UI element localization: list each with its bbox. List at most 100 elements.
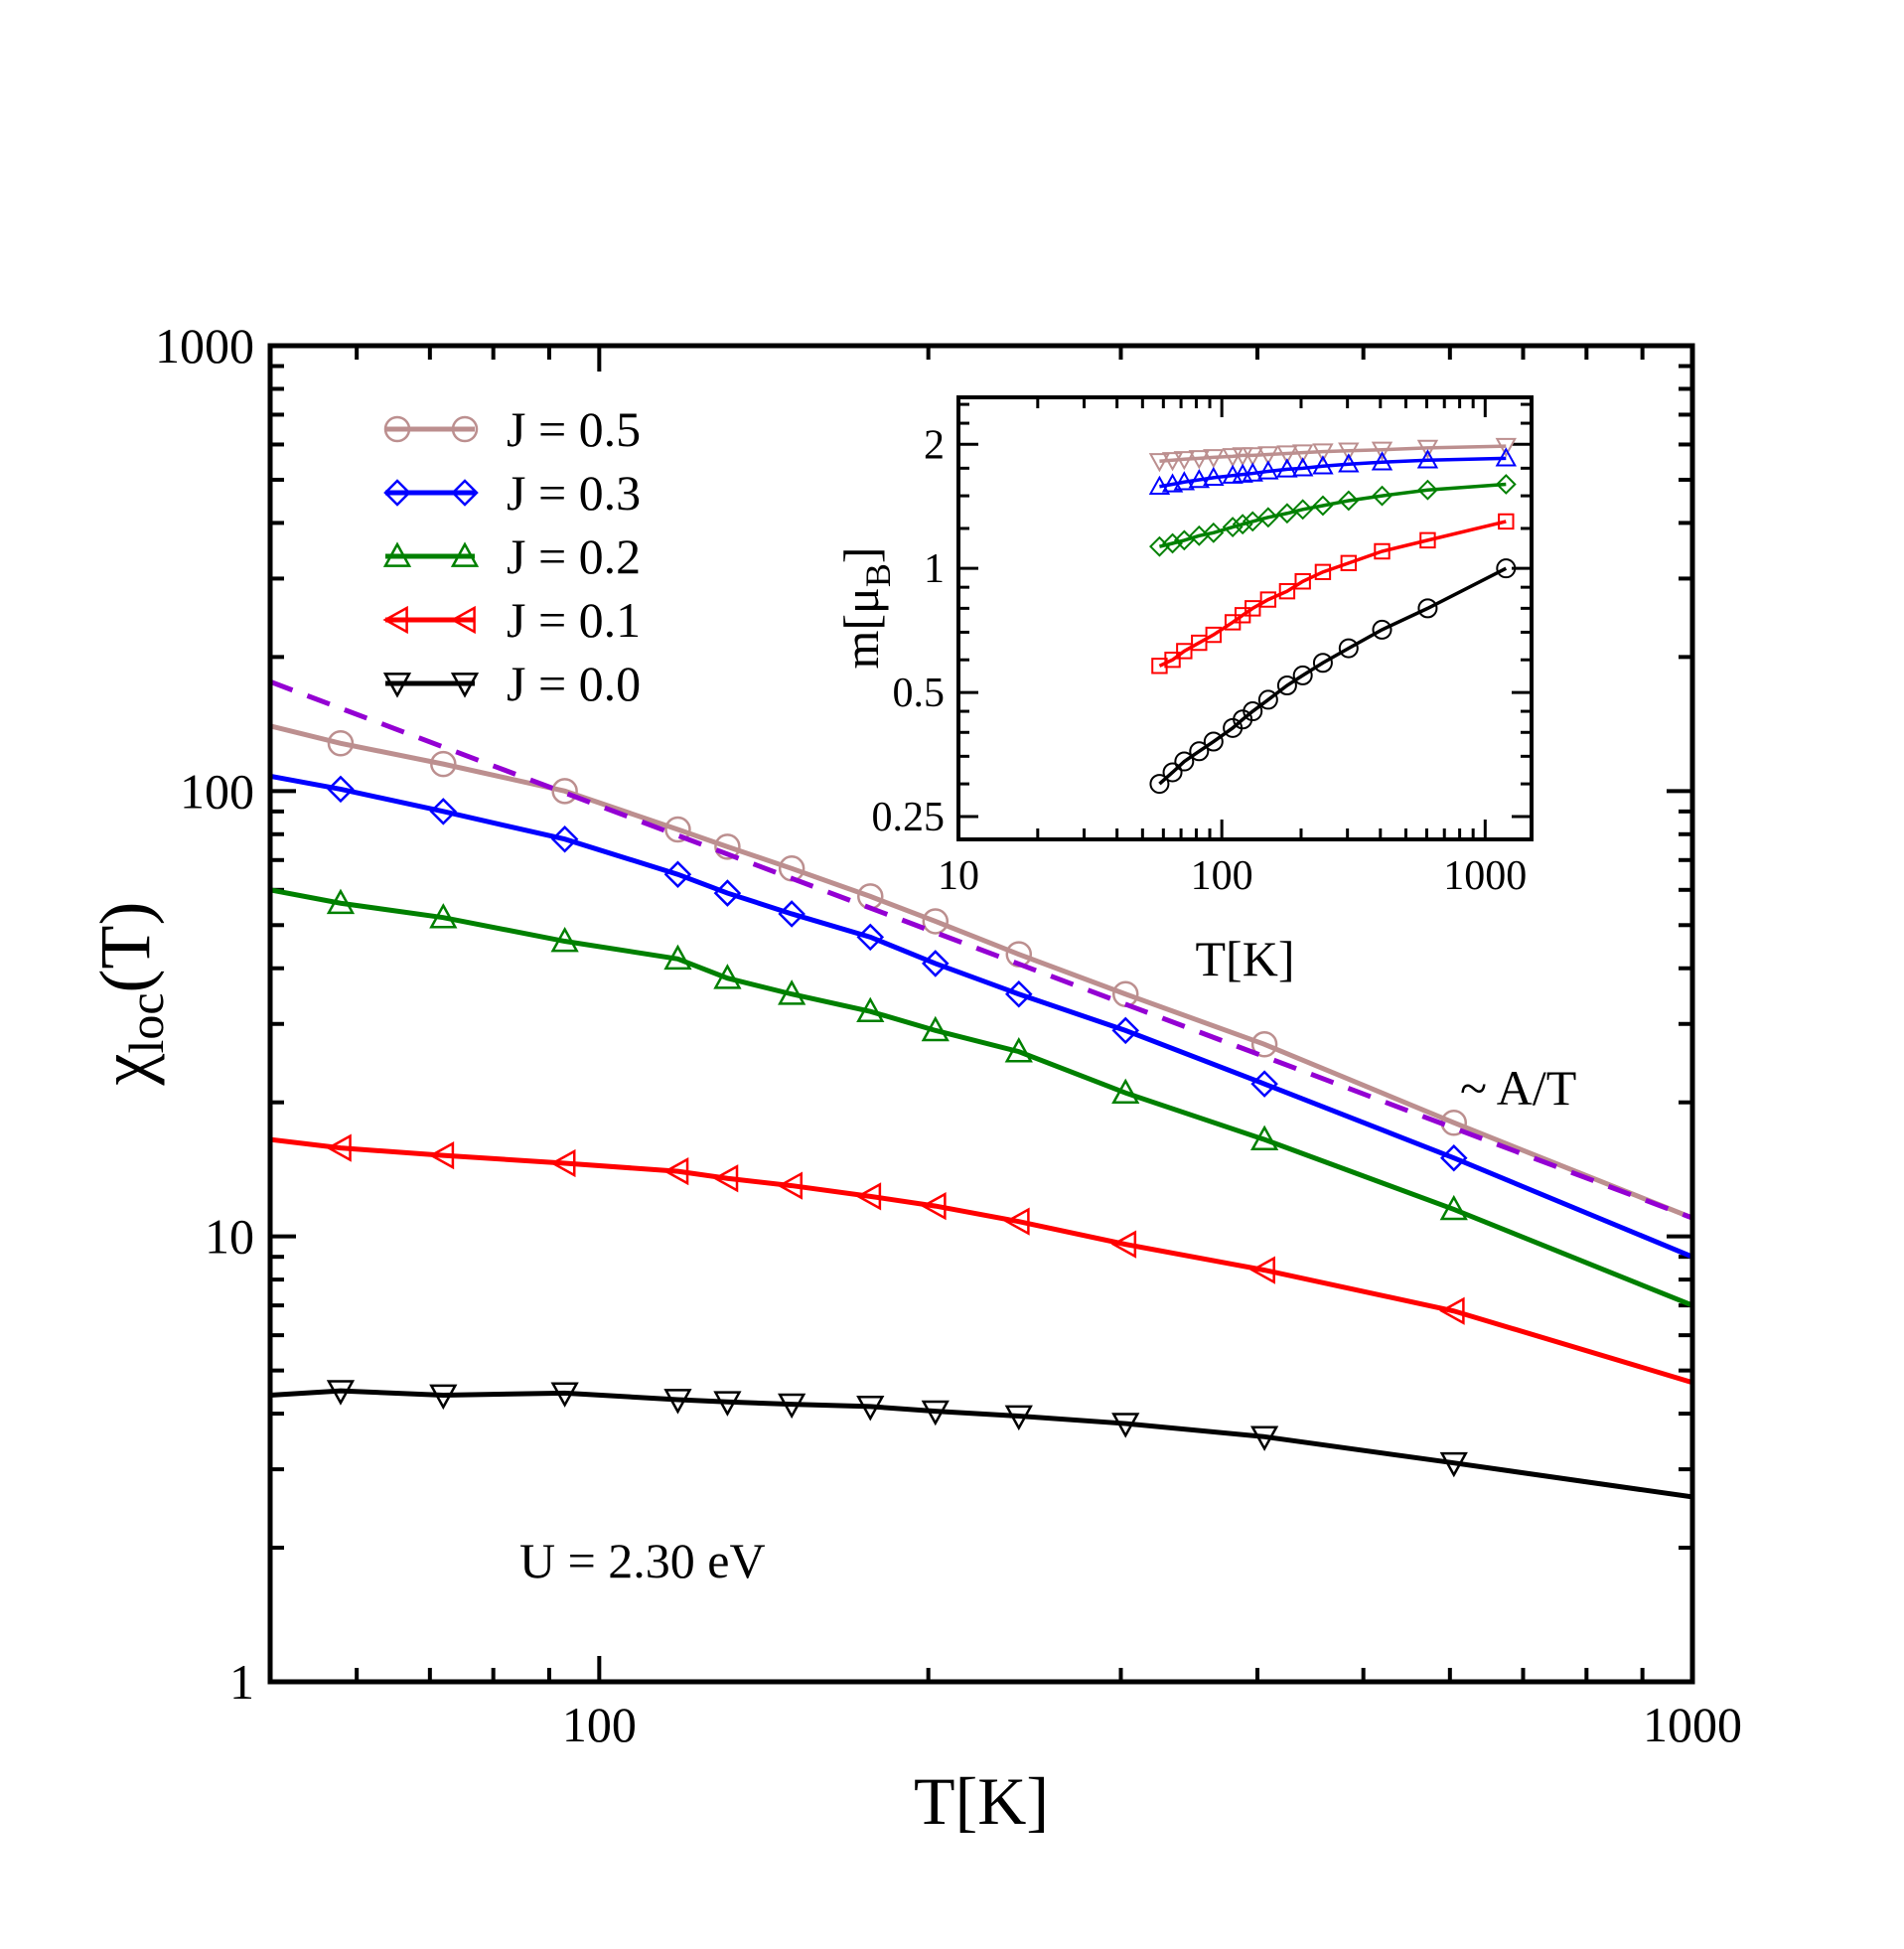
data-point-j-0-2 <box>1111 1078 1140 1105</box>
data-point-j-0-0 <box>1004 1405 1033 1431</box>
data-point-j-0-1 <box>921 1191 947 1221</box>
inset-data-point-j-0-5 <box>1291 444 1314 464</box>
inset-data-point-j-0-3 <box>1291 457 1314 477</box>
inset-data-point-j-0-2 <box>1242 511 1263 532</box>
data-point-j-0-1 <box>712 1164 739 1193</box>
data-point-j-0-3 <box>663 860 692 888</box>
inset-data-point-j-0-0 <box>1372 619 1392 640</box>
y-axis-label-tail: (T) <box>85 902 165 993</box>
data-point-j-0-0 <box>1111 1413 1140 1438</box>
inset-y-tick-label: 2 <box>924 422 945 468</box>
data-point-j-0-0 <box>778 1393 806 1420</box>
data-point-j-0-5 <box>430 750 457 778</box>
inset-data-point-j-0-0 <box>1149 774 1170 795</box>
x-tick-label: 1000 <box>1643 1697 1742 1752</box>
legend-marker-j-0-3 <box>383 479 411 507</box>
legend-marker-j-0-3 <box>451 479 479 507</box>
inset-data-point-j-0-1 <box>1164 652 1181 669</box>
inset-data-point-j-0-2 <box>1417 479 1438 501</box>
inset-data-point-j-0-1 <box>1191 634 1208 652</box>
inset-data-point-j-0-5 <box>1312 443 1334 463</box>
data-point-j-0-0 <box>429 1384 458 1411</box>
data-point-j-0-3 <box>1250 1070 1278 1098</box>
legend-marker-j-0-2 <box>450 541 480 567</box>
legend-label-j-0-2: J = 0.2 <box>507 528 641 584</box>
inset-data-point-j-0-0 <box>1203 731 1224 752</box>
y-axis-label-sub: loc <box>118 992 174 1053</box>
inset-data-point-j-0-0 <box>1162 762 1183 783</box>
data-point-j-0-3 <box>1111 1016 1140 1045</box>
inset-x-tick-label: 10 <box>938 853 979 899</box>
inset-data-point-j-0-5 <box>1338 442 1360 462</box>
data-point-j-0-1 <box>777 1171 804 1200</box>
legend-marker-j-0-1 <box>382 605 408 635</box>
inset-y-tick-label: 1 <box>924 546 945 592</box>
data-point-j-0-0 <box>1439 1451 1468 1478</box>
inset-data-point-j-0-3 <box>1188 468 1211 489</box>
legend-label-j-0-5: J = 0.5 <box>507 401 641 457</box>
inset-y-axis-label-tail: ] <box>833 546 889 563</box>
data-point-j-0-5 <box>714 833 741 860</box>
data-point-j-0-3 <box>1005 979 1033 1008</box>
inset-data-point-j-0-1 <box>1278 583 1296 600</box>
inset-data-point-j-0-5 <box>1203 449 1225 469</box>
main-series-group <box>270 678 1692 1500</box>
data-point-j-0-3 <box>713 879 742 907</box>
legend-label-j-0-0: J = 0.0 <box>507 656 641 711</box>
inset-data-point-j-0-3 <box>1338 453 1360 473</box>
inset-data-point-j-0-5 <box>1148 453 1171 473</box>
legend-marker-j-0-1 <box>450 605 476 635</box>
inset-data-point-j-0-2 <box>1495 474 1517 495</box>
data-point-j-0-3 <box>429 798 458 825</box>
inset-data-point-j-0-5 <box>1161 452 1184 472</box>
inset-data-point-j-0-2 <box>1222 517 1244 537</box>
inset-data-point-j-0-3 <box>1416 449 1439 469</box>
series-line-j-0-0 <box>270 1388 1692 1500</box>
data-point-j-0-0 <box>663 1389 692 1415</box>
inset-y-axis-label-main: m[μ <box>833 587 889 669</box>
inset-y-axis-label-sub: B <box>858 563 898 587</box>
data-point-j-0-2 <box>778 979 806 1005</box>
data-point-j-0-3 <box>922 950 950 977</box>
inset-data-point-j-0-2 <box>1276 503 1298 525</box>
y-tick-label: 100 <box>180 763 254 819</box>
inset-data-point-j-0-2 <box>1292 499 1314 521</box>
inset-series-line-j-0-5 <box>1159 444 1507 464</box>
inset-data-point-j-0-0 <box>1338 638 1359 659</box>
legend-label-j-0-1: J = 0.1 <box>507 592 641 648</box>
inset-data-point-j-0-3 <box>1242 462 1263 482</box>
inset-data-point-j-0-3 <box>1495 447 1518 467</box>
inset-data-point-j-0-3 <box>1148 475 1171 495</box>
inset-data-point-j-0-1 <box>1314 563 1332 581</box>
inset-data-point-j-0-0 <box>1276 675 1297 696</box>
legend-marker-j-0-2 <box>382 541 412 567</box>
inset-y-tick-label: 0.5 <box>893 671 946 716</box>
inset-data-point-j-0-3 <box>1161 473 1184 493</box>
data-point-j-0-1 <box>1004 1207 1030 1236</box>
inset-data-point-j-0-1 <box>1151 658 1168 675</box>
inset-series-line-j-0-3 <box>1159 456 1507 489</box>
series-line-j-0-1 <box>270 1136 1692 1386</box>
data-point-j-0-2 <box>326 888 356 915</box>
inset-data-point-j-0-1 <box>1205 626 1222 644</box>
data-point-j-0-3 <box>856 923 885 952</box>
data-point-j-0-2 <box>1439 1194 1468 1221</box>
y-axis-label-main: χ <box>85 1054 165 1087</box>
inset-data-point-j-0-5 <box>1416 439 1439 459</box>
data-point-j-0-2 <box>713 964 742 989</box>
data-point-j-0-0 <box>550 1382 579 1408</box>
inset-data-point-j-0-3 <box>1203 466 1225 487</box>
data-point-j-0-1 <box>428 1141 455 1170</box>
inset-data-point-j-0-2 <box>1232 514 1253 535</box>
inset-data-point-j-0-3 <box>1257 460 1279 480</box>
y-axis-label: χloc(T) <box>85 902 174 1087</box>
series-line-a-t <box>270 678 1692 1221</box>
inset-data-point-j-0-2 <box>1338 490 1360 512</box>
inset-data-point-j-0-1 <box>1259 591 1277 608</box>
inset-data-point-j-0-0 <box>1189 741 1210 762</box>
data-point-j-0-3 <box>1440 1143 1468 1172</box>
data-point-j-0-1 <box>1249 1256 1275 1284</box>
data-point-j-0-1 <box>550 1148 576 1178</box>
inset-data-point-j-0-5 <box>1371 441 1393 461</box>
inset-data-point-j-0-0 <box>1417 598 1438 619</box>
